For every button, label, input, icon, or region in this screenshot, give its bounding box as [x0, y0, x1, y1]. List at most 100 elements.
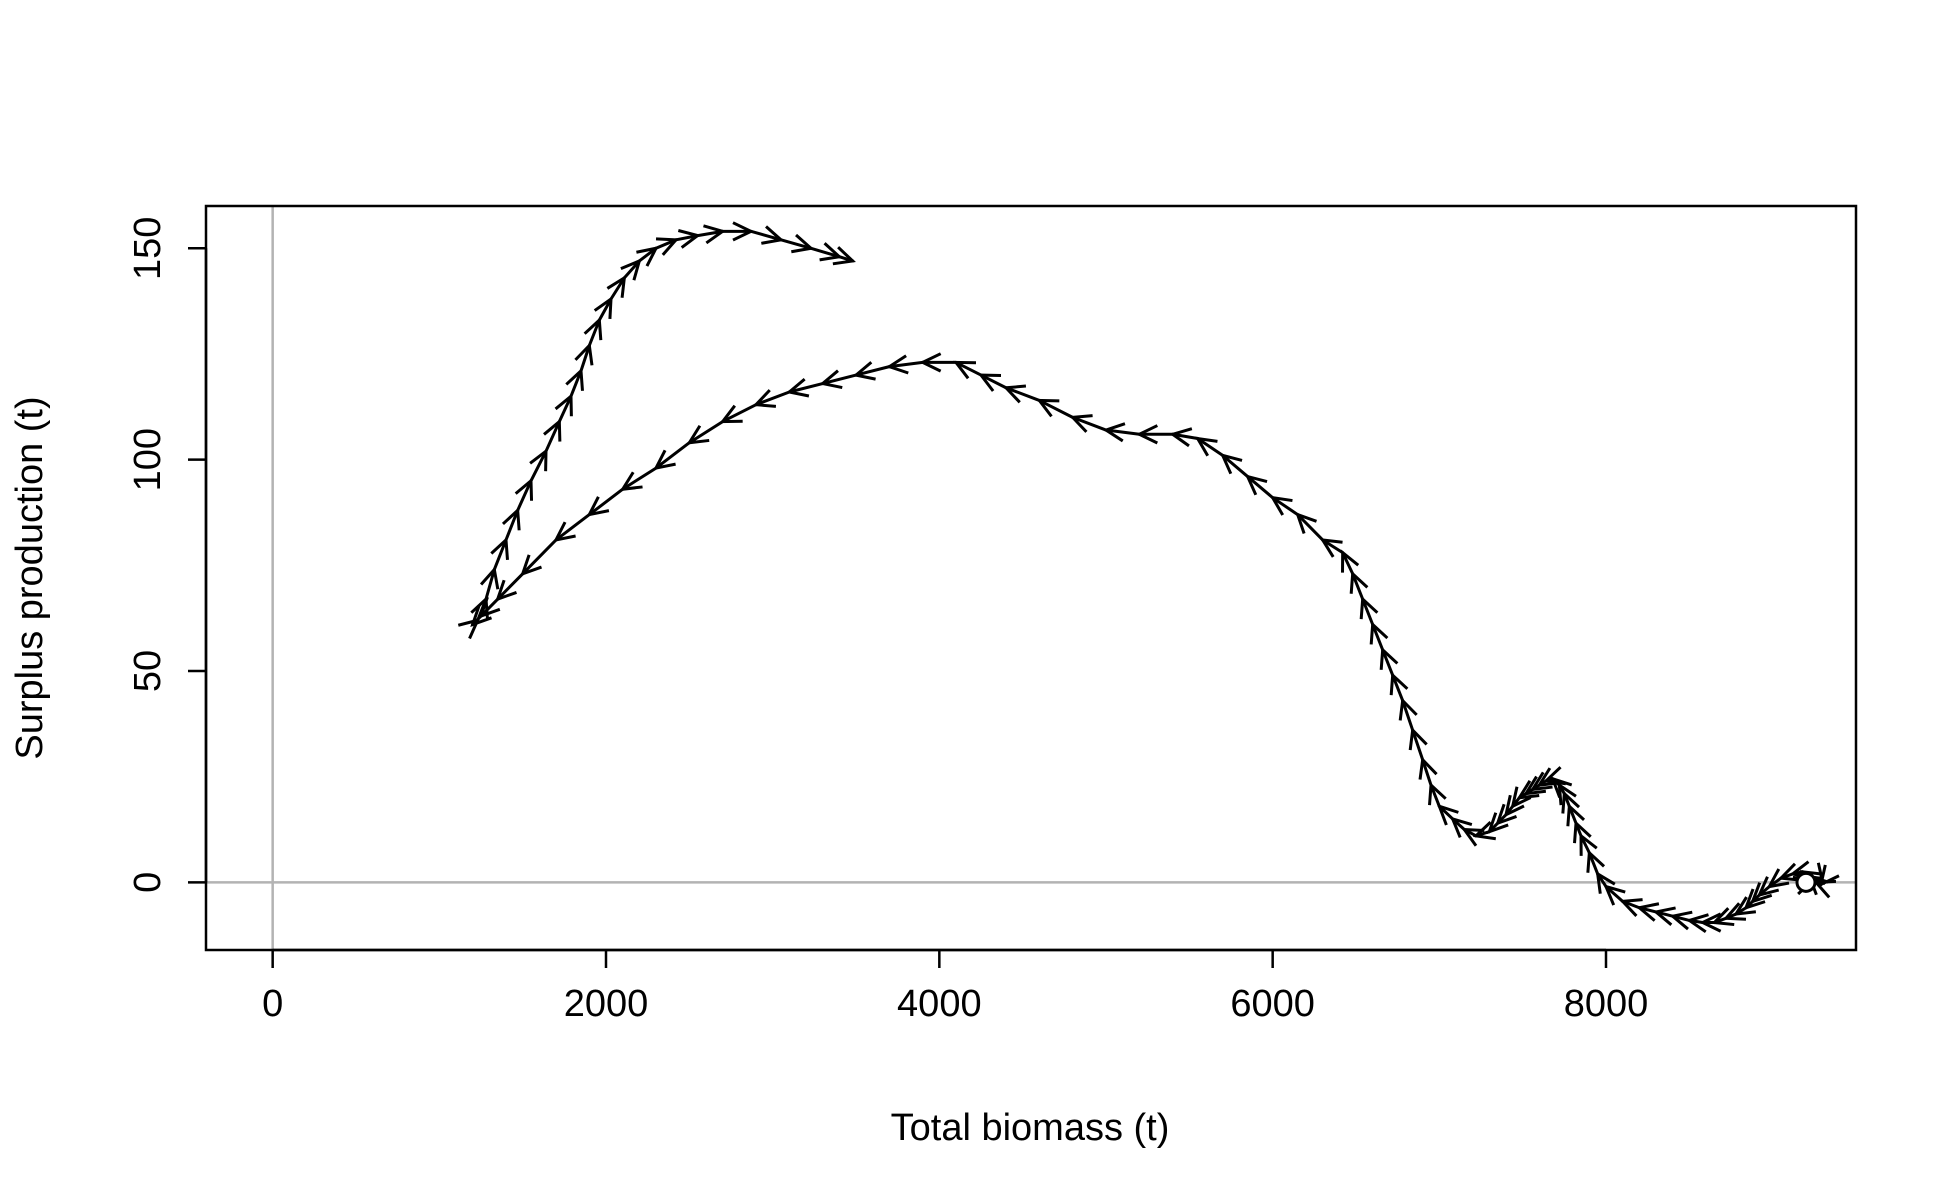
trajectory-arrow — [752, 389, 791, 408]
trajectory-segment — [1429, 783, 1441, 808]
trajectory-segment — [1271, 496, 1300, 517]
arrow-head — [1812, 879, 1837, 899]
trajectory-segment — [597, 297, 613, 322]
trajectory-arrow — [457, 618, 481, 640]
trajectory-segment — [1104, 428, 1141, 436]
trajectory-segment — [1071, 415, 1108, 432]
x-tick-label: 8000 — [1564, 983, 1649, 1025]
trajectory-segment — [554, 513, 591, 542]
trajectory-segment — [1037, 398, 1075, 419]
x-axis-label: Total biomass (t) — [891, 1107, 1170, 1149]
trajectory-arrow — [1566, 803, 1586, 827]
reference-lines — [206, 206, 1856, 950]
trajectory-segment — [854, 365, 891, 377]
trajectory-segment — [587, 318, 601, 347]
trajectory-segment — [637, 246, 658, 263]
trajectory-segment — [476, 597, 488, 622]
trajectory-arrow — [674, 229, 702, 249]
arrow-head — [1194, 436, 1218, 457]
trajectory-segment — [1421, 758, 1433, 787]
trajectory-segment — [557, 394, 573, 424]
trajectory-segment — [754, 390, 791, 407]
trajectory-arrow — [619, 466, 658, 492]
trajectory-arrow — [1418, 756, 1438, 787]
trajectory-arrow — [1408, 726, 1428, 762]
trajectory-segment — [529, 449, 548, 483]
trajectory-arrow — [653, 441, 691, 471]
trajectory-arrow — [1349, 570, 1369, 601]
x-tick-label: 2000 — [564, 983, 649, 1025]
trajectory-segment — [1371, 623, 1385, 652]
trajectory-segment — [621, 466, 658, 491]
trajectory-arrow — [1398, 697, 1418, 732]
trajectory-segment — [1381, 648, 1395, 677]
trajectory-segment — [479, 597, 500, 618]
trajectory-segment — [654, 238, 678, 250]
trajectory-arrow — [565, 367, 584, 398]
x-tick-label: 6000 — [1230, 983, 1315, 1025]
trajectory-arrow — [553, 513, 591, 543]
trajectory-arrow — [952, 360, 983, 380]
arrow-head — [619, 471, 643, 492]
trajectory-segment — [609, 276, 626, 301]
trajectory-segment — [954, 360, 983, 377]
trajectory-arrow — [1579, 832, 1598, 856]
trajectory-arrow — [606, 274, 627, 301]
trajectory-segment — [1196, 437, 1225, 457]
trajectory-arrow — [554, 393, 573, 424]
trajectory-arrow — [1619, 898, 1643, 917]
trajectory-segment — [492, 538, 508, 572]
y-tick-label: 100 — [127, 428, 169, 491]
trajectory-arrow — [919, 352, 958, 373]
y-tick-label: 0 — [127, 872, 169, 893]
trajectory-segment — [654, 441, 691, 470]
trajectory-segment — [579, 344, 591, 373]
trajectory-arrow — [1069, 414, 1108, 433]
trajectory-arrow — [1379, 646, 1399, 677]
trajectory-segment — [1587, 851, 1600, 876]
trajectory-arrow — [501, 507, 521, 542]
start-point-marker — [1795, 871, 1817, 893]
trajectory-segment — [504, 508, 520, 542]
x-tick-label: 0 — [262, 983, 283, 1025]
x-tick-label: 4000 — [897, 983, 982, 1025]
trajectory-arrow — [832, 246, 856, 266]
trajectory-segment — [779, 238, 813, 250]
trajectory-arrow — [1319, 538, 1345, 558]
trajectory-arrow — [1652, 906, 1676, 926]
trajectory-arrow — [490, 536, 509, 572]
trajectory-arrow — [514, 477, 534, 512]
y-tick-label: 50 — [127, 650, 169, 692]
trajectory-arrow — [696, 224, 727, 245]
trajectory-arrow — [1135, 424, 1175, 445]
arrow-head — [1319, 538, 1343, 558]
trajectory-segment — [1296, 513, 1325, 542]
arrow-head — [832, 246, 856, 266]
trajectory-segment — [1604, 885, 1625, 903]
trajectory-arrow — [852, 361, 891, 381]
trajectory-arrow — [1359, 595, 1379, 626]
trajectory-segment — [484, 568, 496, 601]
trajectory-arrow — [529, 448, 548, 483]
trajectory-arrow — [809, 242, 843, 262]
trajectory-arrow — [1341, 549, 1360, 576]
trajectory-arrow — [1169, 427, 1200, 448]
x-axis: 0 2000 4000 6000 8000 — [262, 948, 1649, 1025]
trajectory-segment — [887, 360, 925, 369]
trajectory-segment — [1171, 432, 1200, 440]
trajectory-segment — [1246, 475, 1275, 500]
trajectory-arrow — [620, 258, 642, 281]
trajectory-arrow — [719, 403, 758, 424]
trajectory-segment — [1411, 728, 1425, 762]
trajectory-segment — [687, 420, 725, 445]
trajectory-arrow — [1245, 474, 1275, 500]
trajectory-segment — [622, 259, 641, 280]
trajectory-arrow — [749, 225, 785, 245]
trajectory-arrow — [654, 237, 680, 256]
trajectory-arrow — [1428, 781, 1447, 808]
trajectory-segment — [516, 479, 533, 512]
trajectory-segment — [587, 487, 625, 517]
trajectory-arrow — [1389, 672, 1409, 703]
trajectory-arrow — [885, 354, 925, 375]
